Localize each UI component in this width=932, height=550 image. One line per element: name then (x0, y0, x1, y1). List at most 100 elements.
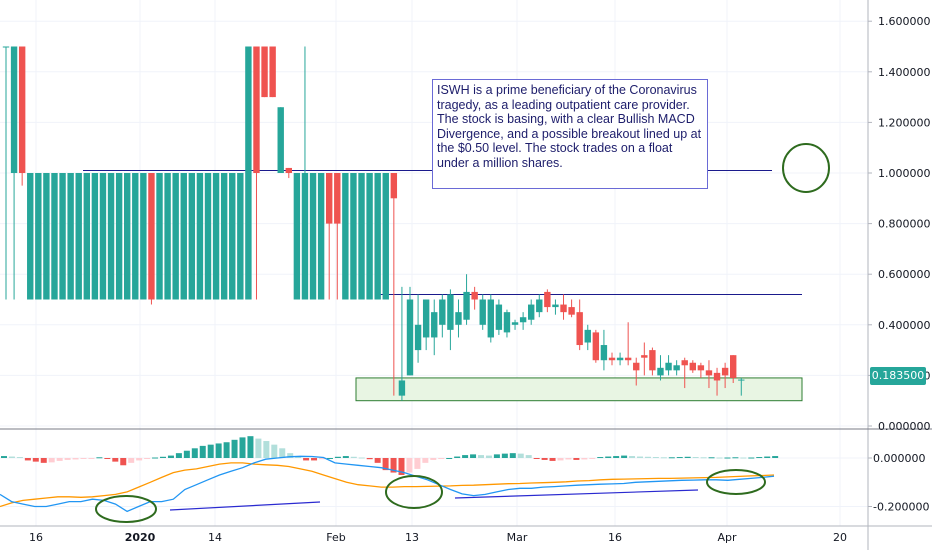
macd-histogram-bar (207, 444, 214, 458)
candle-body (730, 355, 737, 378)
y-tick-label: 0.800000 (878, 218, 931, 231)
macd-histogram-bar (740, 457, 747, 459)
candle-body (301, 173, 309, 300)
candle-body (528, 304, 535, 320)
macd-histogram-bar (581, 458, 588, 460)
candle-body (277, 107, 284, 173)
y-tick-label: 0.600000 (878, 268, 931, 281)
macd-histogram-bar (239, 437, 246, 458)
y-tick-label: 0.400000 (878, 319, 931, 332)
x-tick-label: Feb (326, 531, 345, 544)
macd-histogram (1, 436, 779, 475)
candle-body (59, 173, 66, 300)
x-tick-label: Apr (717, 531, 737, 544)
macd-histogram-bar (764, 456, 771, 458)
x-tick-label: 13 (405, 531, 419, 544)
macd-histogram-bar (231, 439, 238, 458)
macd-histogram-bar (684, 456, 691, 458)
macd-histogram-bar (541, 458, 548, 460)
macd-histogram-bar (144, 458, 151, 459)
candle-body (608, 357, 616, 361)
macd-histogram-bar (573, 458, 580, 460)
candle-body (592, 332, 600, 361)
candle-body (503, 312, 511, 333)
macd-histogram-bar (652, 457, 659, 459)
macd-histogram-bar (40, 458, 47, 463)
candle-body (115, 173, 123, 300)
candle-body (107, 173, 115, 300)
macd-histogram-bar (152, 457, 159, 459)
candle-body (568, 307, 575, 315)
macd-histogram-bar (398, 458, 405, 475)
macd-histogram-bar (263, 441, 270, 458)
macd-histogram-bar (660, 457, 667, 459)
macd-histogram-bar (493, 454, 500, 458)
macd-histogram-bar (64, 458, 71, 460)
candle-body (447, 294, 454, 330)
macd-histogram-bar (136, 458, 143, 461)
macd-histogram-bar (215, 443, 222, 458)
macd-histogram-bar (390, 458, 397, 473)
macd-histogram-bar (597, 457, 604, 459)
macd-histogram-bar (422, 458, 429, 463)
highlight-circle (95, 495, 157, 523)
candle-body (697, 365, 705, 371)
macd-histogram-bar (183, 450, 190, 458)
candle-body (649, 350, 656, 371)
macd-histogram-bar (470, 454, 477, 458)
macd-histogram-bar (287, 453, 294, 458)
candle-body (576, 312, 583, 346)
macd-histogram-bar (120, 458, 127, 466)
candle-body (196, 173, 204, 300)
x-tick-label: 16 (29, 531, 43, 544)
macd-histogram-bar (382, 458, 389, 471)
candle-body (18, 46, 26, 173)
macd-histogram-bar (414, 458, 421, 469)
candle-body (91, 173, 99, 300)
macd-histogram-bar (525, 455, 532, 458)
candle-body (204, 173, 212, 300)
candle-body (689, 362, 696, 371)
candle-body (188, 173, 196, 300)
candle-body (633, 362, 640, 371)
macd-histogram-bar (24, 458, 31, 461)
candle-body (83, 173, 90, 300)
candle-body (431, 312, 438, 338)
y-tick-label: 1.200000 (878, 116, 931, 129)
macd-histogram-bar (271, 444, 278, 458)
candle-body (253, 46, 260, 173)
candle-body (544, 291, 551, 308)
y-tick-label: 1.000000 (878, 167, 931, 180)
macd-histogram-bar (374, 458, 381, 463)
macd-histogram-bar (255, 438, 262, 458)
macd-histogram-bar (72, 458, 79, 460)
macd-histogram-bar (128, 458, 135, 463)
candle-body (43, 173, 50, 300)
highlight-circle (385, 475, 443, 509)
candle-body (560, 304, 567, 313)
macd-histogram-bar (533, 458, 540, 459)
divergence-line (454, 489, 699, 499)
macd-histogram-bar (732, 457, 739, 459)
macd-histogram-bar (8, 456, 15, 458)
macd-y-tick-label: -0.200000 (873, 501, 929, 514)
candle-body (681, 360, 688, 366)
macd-histogram-bar (406, 458, 413, 473)
candle-body (317, 173, 325, 300)
candle-body (455, 312, 462, 325)
candle-body (237, 173, 244, 300)
macd-histogram-bar (478, 455, 484, 458)
candle-body (51, 173, 58, 300)
candle-body (156, 173, 163, 300)
candle-body (229, 173, 236, 300)
macd-histogram-bar (517, 453, 524, 458)
annotation-note[interactable]: ISWH is a prime beneficiary of the Coron… (432, 79, 708, 189)
candle-body (148, 173, 155, 300)
candle-body (390, 173, 398, 199)
macd-histogram-bar (692, 457, 699, 459)
candle-body (326, 173, 333, 224)
candle-body (35, 173, 42, 300)
macd-histogram-bar (279, 448, 286, 458)
macd-histogram-bar (485, 455, 492, 458)
x-tick-label: Mar (507, 531, 528, 544)
